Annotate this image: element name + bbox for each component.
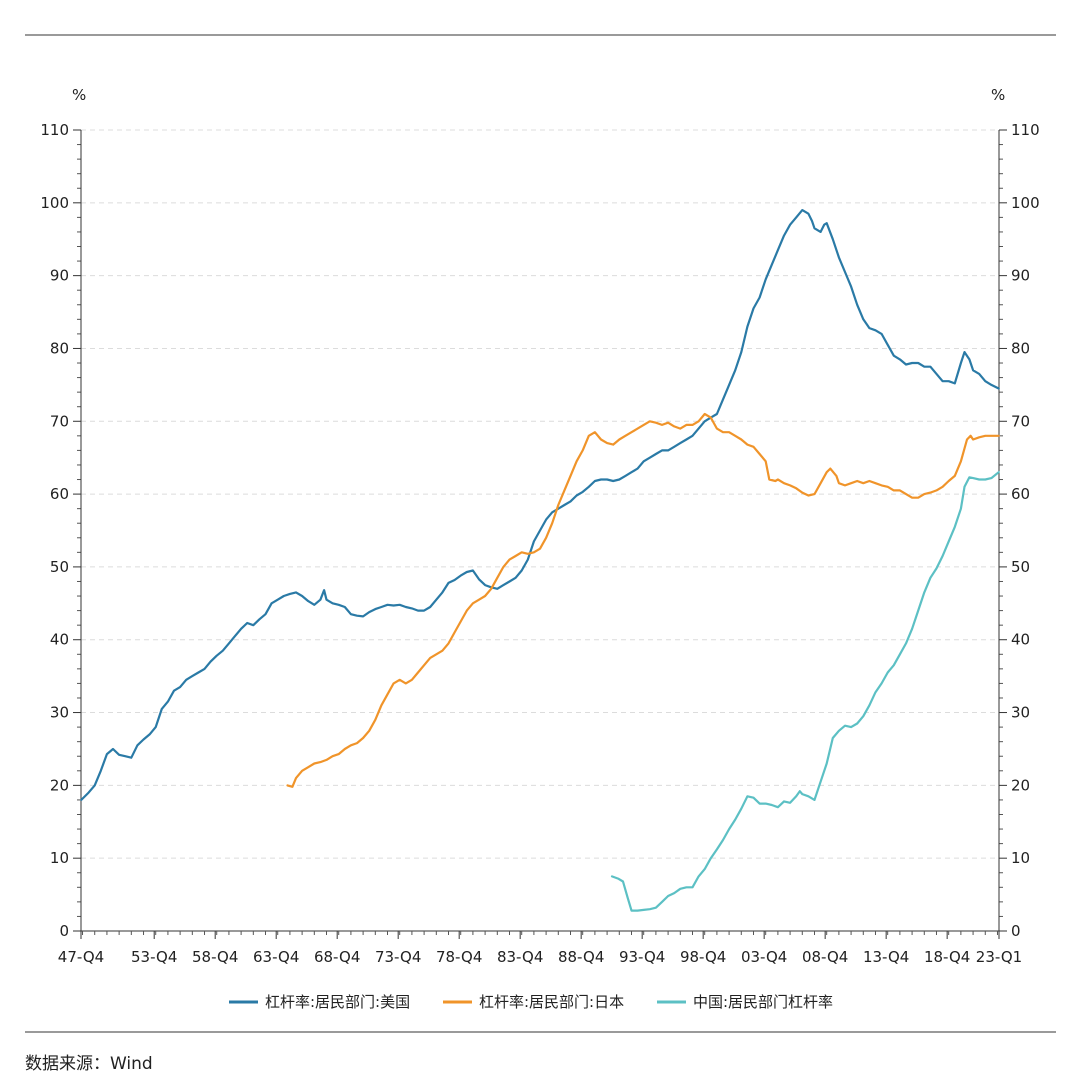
y-tick-label-left: 30 bbox=[50, 704, 69, 722]
x-tick-label: 47-Q4 bbox=[58, 948, 104, 966]
series-lines bbox=[80, 209, 1000, 912]
y-tick-label-left: 40 bbox=[50, 631, 69, 649]
x-tick-label: 73-Q4 bbox=[375, 948, 421, 966]
y-tick-label-right: 60 bbox=[1011, 485, 1030, 503]
y-tick-label-left: 60 bbox=[50, 485, 69, 503]
y-tick-label-right: 0 bbox=[1011, 922, 1021, 940]
legend-label: 中国:居民部门杠杆率 bbox=[693, 993, 833, 1011]
y-tick-label-left: 90 bbox=[50, 267, 69, 285]
x-tick-label: 03-Q4 bbox=[741, 948, 787, 966]
y-tick-label-right: 110 bbox=[1011, 121, 1040, 139]
x-tick-label: 53-Q4 bbox=[131, 948, 177, 966]
y-tick-label-right: 90 bbox=[1011, 267, 1030, 285]
y-tick-label-right: 10 bbox=[1011, 849, 1030, 867]
x-tick-label: 88-Q4 bbox=[558, 948, 604, 966]
y-tick-label-left: 80 bbox=[50, 339, 69, 357]
bottom-rule bbox=[25, 1031, 1056, 1033]
y-tick-label-left: 0 bbox=[59, 922, 69, 940]
series-line bbox=[80, 209, 1000, 801]
y-tick-label-left: 100 bbox=[40, 194, 69, 212]
y-tick-label-right: 80 bbox=[1011, 339, 1030, 357]
y-tick-label-right: 20 bbox=[1011, 776, 1030, 794]
x-tick-label: 58-Q4 bbox=[192, 948, 238, 966]
y-tick-label-right: 50 bbox=[1011, 558, 1030, 576]
x-tick-label: 08-Q4 bbox=[802, 948, 848, 966]
y-tick-label-right: 70 bbox=[1011, 412, 1030, 430]
x-tick-label: 23-Q1 bbox=[976, 948, 1022, 966]
source-label: 数据来源：Wind bbox=[25, 1054, 153, 1074]
y-tick-label-right: 100 bbox=[1011, 194, 1040, 212]
x-tick-label: 83-Q4 bbox=[497, 948, 543, 966]
legend-label: 杠杆率:居民部门:美国 bbox=[265, 993, 410, 1011]
y-tick-label-left: 20 bbox=[50, 776, 69, 794]
y-tick-label-left: 110 bbox=[40, 121, 69, 139]
x-tick-label: 13-Q4 bbox=[863, 948, 909, 966]
top-rule bbox=[25, 34, 1056, 36]
line-chart: 0 0 10 10 20 20 30 30 40 40 50 50 60 60 70 70 80 80 90 90 10… bbox=[40, 86, 1039, 1011]
legend: 杠杆率:居民部门:美国 杠杆率:居民部门:日本 中国:居民部门杠杆率 bbox=[229, 993, 833, 1011]
x-tick-label: 93-Q4 bbox=[619, 948, 665, 966]
y-tick-label-right: 30 bbox=[1011, 704, 1030, 722]
x-tick-label: 98-Q4 bbox=[680, 948, 726, 966]
y-unit-left: % bbox=[72, 86, 86, 104]
series-line bbox=[286, 412, 1000, 788]
y-tick-label-left: 50 bbox=[50, 558, 69, 576]
x-tick-label: 78-Q4 bbox=[436, 948, 482, 966]
axes: 0 0 10 10 20 20 30 30 40 40 50 50 60 60 70 70 80 80 90 90 10… bbox=[40, 121, 1039, 966]
y-tick-label-right: 40 bbox=[1011, 631, 1030, 649]
y-tick-label-left: 70 bbox=[50, 412, 69, 430]
x-tick-label: 68-Q4 bbox=[314, 948, 360, 966]
y-unit-right: % bbox=[991, 86, 1005, 104]
x-tick-label: 18-Q4 bbox=[924, 948, 970, 966]
y-tick-label-left: 10 bbox=[50, 849, 69, 867]
legend-label: 杠杆率:居民部门:日本 bbox=[479, 993, 624, 1011]
x-tick-label: 63-Q4 bbox=[253, 948, 299, 966]
gridlines bbox=[81, 129, 999, 859]
series-line bbox=[610, 471, 1000, 912]
